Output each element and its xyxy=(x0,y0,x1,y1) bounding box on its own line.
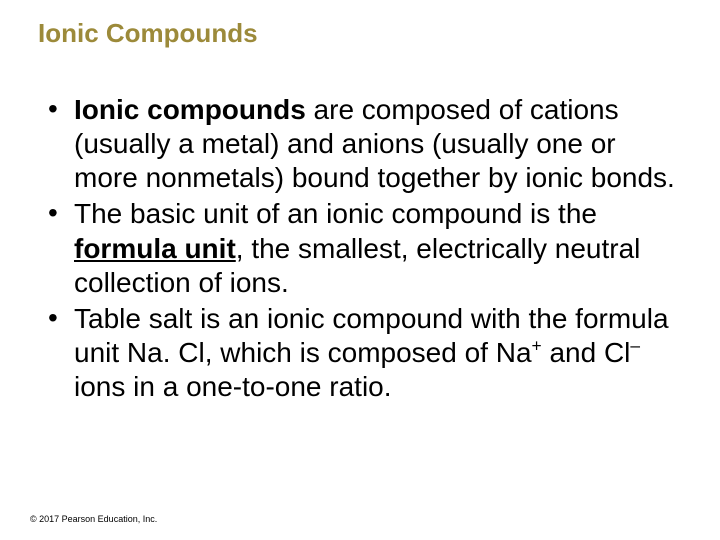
bullet-text: The basic unit of an ionic compound is t… xyxy=(74,197,686,299)
text-span: The basic unit of an ionic compound is t… xyxy=(74,198,597,229)
copyright-footer: © 2017 Pearson Education, Inc. xyxy=(30,514,157,524)
text-span: ions in a one-to-one ratio. xyxy=(74,371,392,402)
slide-body: • Ionic compounds are composed of cation… xyxy=(30,93,690,404)
bullet-marker: • xyxy=(48,197,62,229)
bullet-item: • Ionic compounds are composed of cation… xyxy=(48,93,686,195)
superscript-minus: – xyxy=(630,336,640,356)
bold-underline-term: formula unit xyxy=(74,233,236,264)
bullet-item: • Table salt is an ionic compound with t… xyxy=(48,302,686,404)
bullet-marker: • xyxy=(48,93,62,125)
slide-container: Ionic Compounds • Ionic compounds are co… xyxy=(0,0,720,540)
bullet-marker: • xyxy=(48,302,62,334)
bullet-text: Table salt is an ionic compound with the… xyxy=(74,302,686,404)
slide-title: Ionic Compounds xyxy=(38,18,690,49)
bullet-item: • The basic unit of an ionic compound is… xyxy=(48,197,686,299)
superscript-plus: + xyxy=(532,336,542,356)
bold-term: Ionic compounds xyxy=(74,94,306,125)
bullet-text: Ionic compounds are composed of cations … xyxy=(74,93,686,195)
text-span: and Cl xyxy=(542,337,631,368)
